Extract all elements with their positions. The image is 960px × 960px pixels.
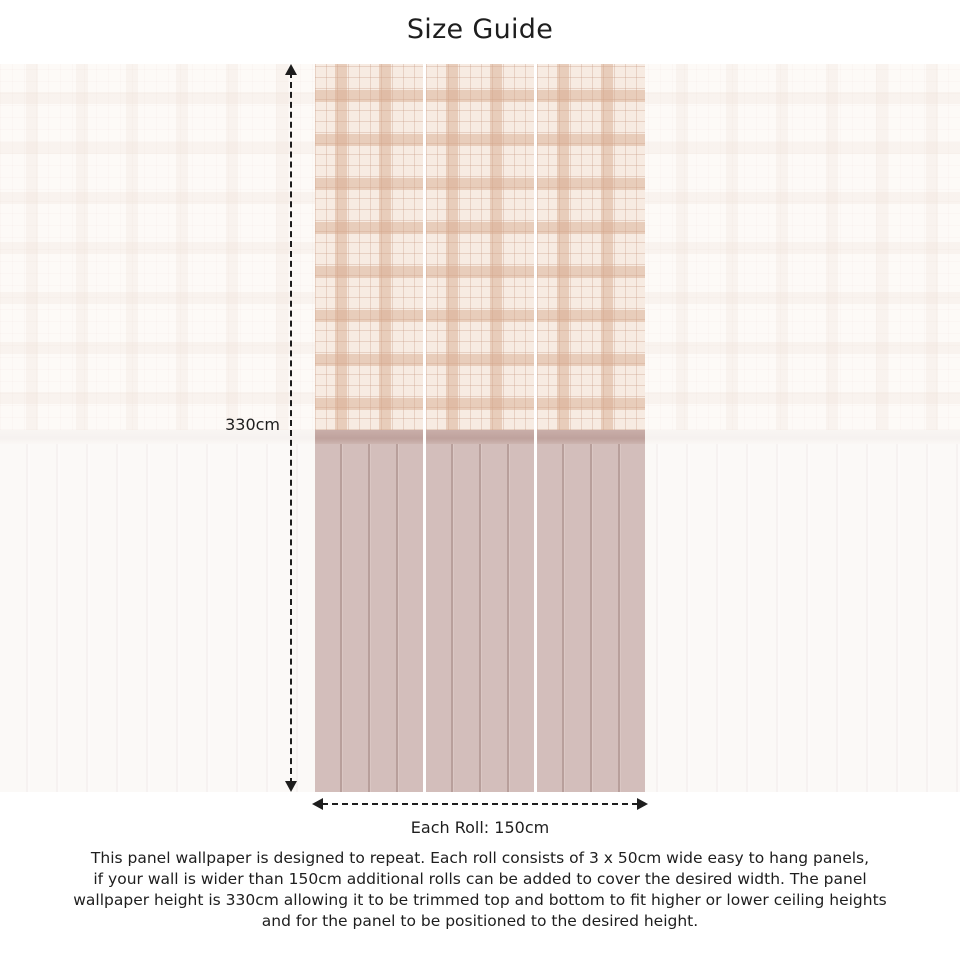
dashed-line <box>322 803 638 805</box>
panel-divider <box>423 64 426 792</box>
panel-plaid-section <box>537 64 645 430</box>
dashed-line <box>290 72 292 784</box>
panel-rail-section <box>426 430 534 444</box>
panel-wood-section <box>537 444 645 792</box>
wallpaper-panel-2 <box>426 64 534 792</box>
panel-plaid-section <box>315 64 423 430</box>
arrow-right-icon <box>637 798 648 810</box>
height-dimension-arrow <box>285 64 297 792</box>
width-label: Each Roll: 150cm <box>410 818 550 837</box>
page-title: Size Guide <box>406 14 554 45</box>
panel-divider <box>534 64 537 792</box>
height-label: 330cm <box>225 415 280 434</box>
faded-wall-left <box>0 64 315 792</box>
wallpaper-panel-1 <box>315 64 423 792</box>
wallpaper-panel-3 <box>537 64 645 792</box>
panel-wood-section <box>315 444 423 792</box>
arrow-left-icon <box>312 798 323 810</box>
arrow-up-icon <box>285 64 297 75</box>
panel-rail-section <box>537 430 645 444</box>
width-dimension-arrow <box>312 798 648 810</box>
description-line: and for the panel to be positioned to th… <box>261 912 699 930</box>
description-line: wallpaper height is 330cm allowing it to… <box>73 891 887 909</box>
description-line: This panel wallpaper is designed to repe… <box>90 849 870 867</box>
panel-wood-section <box>426 444 534 792</box>
description-line: if your wall is wider than 150cm additio… <box>93 870 867 888</box>
description-text: This panel wallpaper is designed to repe… <box>20 848 940 932</box>
panel-plaid-section <box>426 64 534 430</box>
wallpaper-illustration <box>0 64 960 792</box>
faded-wall-right <box>645 64 960 792</box>
panel-rail-section <box>315 430 423 444</box>
arrow-down-icon <box>285 781 297 792</box>
